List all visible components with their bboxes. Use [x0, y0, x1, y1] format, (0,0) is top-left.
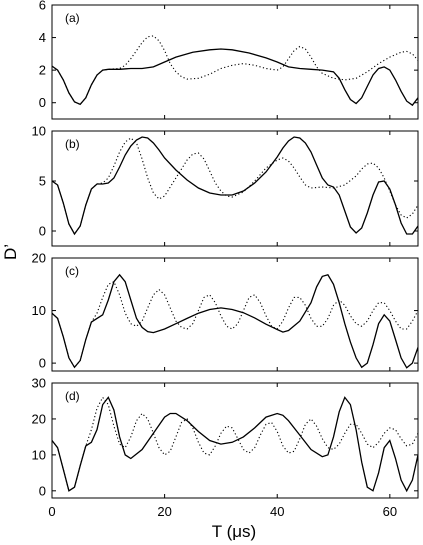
- y-tick-label: 5: [39, 174, 46, 189]
- panel-label: (d): [65, 389, 80, 403]
- panel-frame: [51, 130, 419, 247]
- panel-c: 0 10 20 (c): [32, 251, 419, 372]
- series-line-solid: [52, 48, 418, 107]
- y-tick-label: 20: [32, 251, 46, 266]
- panel-label: (b): [65, 137, 80, 151]
- y-tick-label: 10: [32, 124, 46, 139]
- x-tick-label: 0: [48, 504, 55, 519]
- y-tick-label: 10: [32, 447, 46, 462]
- panel-label: (a): [65, 11, 80, 25]
- x-tick-label: 60: [383, 504, 397, 519]
- panel-a: 0 2 4 6 (a): [39, 0, 419, 120]
- y-axis-label: D’: [1, 244, 20, 260]
- series-line-solid: [52, 396, 418, 493]
- y-tick-label: 0: [39, 224, 46, 239]
- y-tick-label: 0: [39, 483, 46, 498]
- panel-frame: [51, 4, 419, 120]
- series-line-dotted: [52, 137, 418, 236]
- y-tick-label: 2: [39, 63, 46, 78]
- y-tick-label: 0: [39, 95, 46, 110]
- y-tick-label: 0: [39, 356, 46, 371]
- y-tick-label: 20: [32, 411, 46, 426]
- y-tick-label: 10: [32, 303, 46, 318]
- y-tick-label: 30: [32, 376, 46, 391]
- series-line-dotted: [52, 396, 418, 492]
- x-tick-label: 40: [270, 504, 284, 519]
- series-line-solid: [52, 136, 418, 236]
- series-line-solid: [52, 273, 418, 369]
- panels: 0 2 4 6 (a) 0 5 10 (b) 0 10 20 (c) 0 10 20 30 (d) 0 20 40 60: [32, 0, 419, 519]
- y-tick-label: 4: [39, 30, 46, 45]
- y-tick-label: 6: [39, 0, 46, 13]
- series-line-dotted: [52, 35, 418, 105]
- series-line-dotted: [52, 280, 418, 369]
- x-tick-label: 20: [157, 504, 171, 519]
- x-axis-label: T (μs): [212, 522, 256, 541]
- panel-label: (c): [65, 264, 79, 278]
- panel-d: 0 10 20 30 (d): [32, 376, 419, 499]
- panel-b: 0 5 10 (b): [32, 124, 419, 247]
- panel-frame: [51, 257, 419, 372]
- panel-frame: [51, 382, 419, 499]
